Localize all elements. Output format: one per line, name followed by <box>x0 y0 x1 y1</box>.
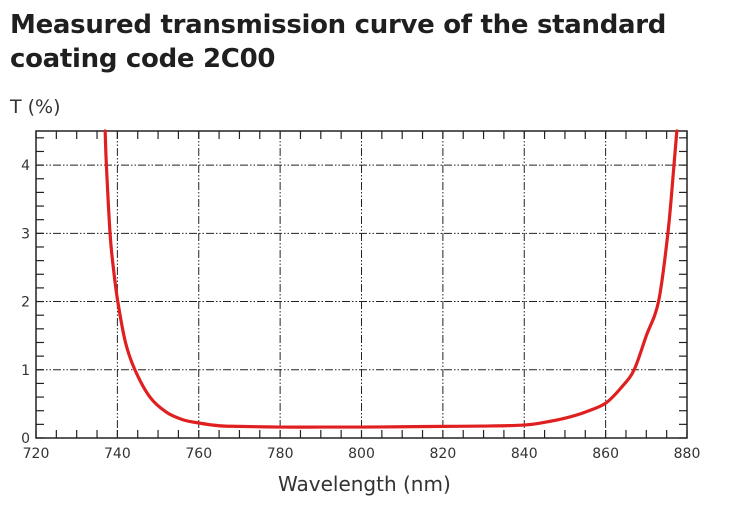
chart-title-line-2: coating code 2C00 <box>10 44 276 74</box>
x-tick-label: 760 <box>185 446 212 462</box>
x-tick-label: 740 <box>104 446 131 462</box>
x-tick-label: 840 <box>511 446 538 462</box>
x-tick-label: 800 <box>348 446 375 462</box>
plot-frame <box>35 130 688 439</box>
y-tick-label: 1 <box>21 363 30 379</box>
transmission-curve <box>103 129 679 429</box>
x-tick-label: 880 <box>674 446 701 462</box>
chart-title-line-1: Measured transmission curve of the stand… <box>10 10 667 40</box>
minor-ticks <box>35 131 688 439</box>
y-tick-label: 0 <box>21 431 30 447</box>
grid-lines <box>36 131 687 438</box>
x-tick-labels: 720 740 760 780 800 820 840 860 880 <box>23 446 701 462</box>
x-axis-label: Wavelength (nm) <box>278 472 451 496</box>
x-tick-label: 720 <box>23 446 50 462</box>
x-tick-label: 780 <box>267 446 294 462</box>
x-tick-label: 860 <box>592 446 619 462</box>
y-tick-label: 3 <box>21 226 30 242</box>
y-tick-label: 2 <box>21 295 30 311</box>
y-tick-labels: 0 1 2 3 4 <box>21 158 30 447</box>
x-tick-label: 820 <box>430 446 457 462</box>
chart-title: Measured transmission curve of the stand… <box>10 8 666 76</box>
y-axis-label: T (%) <box>10 96 61 118</box>
y-tick-label: 4 <box>21 158 30 174</box>
